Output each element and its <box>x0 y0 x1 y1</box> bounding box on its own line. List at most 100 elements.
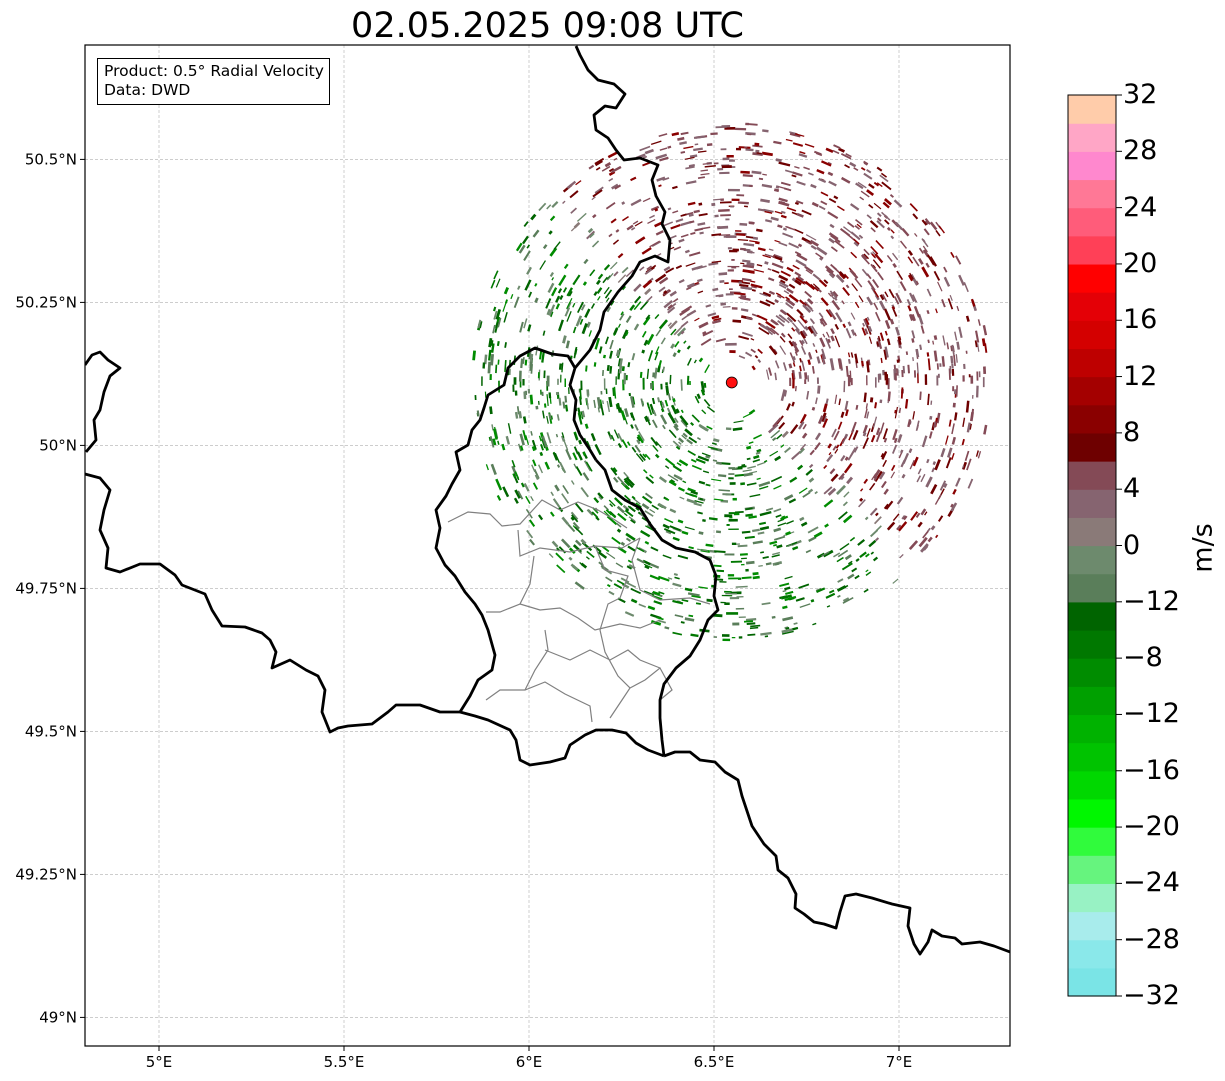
echo-gate <box>514 390 518 396</box>
echo-gate <box>735 147 742 151</box>
echo-gate <box>803 338 808 345</box>
echo-gate <box>551 201 559 208</box>
echo-gate <box>494 321 499 333</box>
echo-gate <box>697 455 710 462</box>
echo-gate <box>886 254 893 262</box>
echo-gate <box>736 233 746 236</box>
echo-gate <box>606 583 611 588</box>
echo-gate <box>742 174 753 178</box>
echo-gate <box>757 359 762 363</box>
echo-gate <box>644 510 654 517</box>
echo-gate <box>965 350 968 354</box>
colorbar-bin <box>1068 432 1116 462</box>
echo-gate <box>930 400 933 405</box>
echo-gate <box>693 135 705 139</box>
echo-gate <box>814 432 822 441</box>
echo-gate <box>640 398 644 407</box>
echo-gate <box>866 428 871 437</box>
echo-gate <box>727 247 732 250</box>
echo-gate <box>873 181 880 187</box>
echo-gate <box>674 614 684 618</box>
echo-gate <box>682 480 687 484</box>
echo-gate <box>630 226 636 231</box>
echo-gate <box>718 294 724 298</box>
echo-gate <box>579 301 584 309</box>
colorbar-tick-label: 4 <box>1123 473 1141 505</box>
echo-gate <box>638 603 647 608</box>
echo-gate <box>622 216 629 222</box>
echo-gate <box>955 354 958 363</box>
echo-gate <box>764 635 769 638</box>
echo-gate <box>662 424 666 430</box>
echo-gate <box>835 274 845 284</box>
echo-gate <box>876 220 885 229</box>
echo-gate <box>775 185 780 189</box>
colorbar-tick-label: −12 <box>1123 585 1180 617</box>
echo-gate <box>807 326 814 334</box>
echo-gate <box>674 340 680 348</box>
echo-gate <box>731 266 737 269</box>
echo-gate <box>893 437 898 444</box>
echo-gate <box>844 400 849 411</box>
echo-gate <box>830 295 835 300</box>
colorbar-tick-label: −28 <box>1123 923 1180 955</box>
echo-gate <box>920 325 925 334</box>
echo-gate <box>936 363 939 370</box>
echo-gate <box>703 398 711 407</box>
colorbar-bin <box>1068 911 1116 941</box>
echo-gate <box>966 422 971 433</box>
echo-gate <box>782 362 788 372</box>
echo-gate <box>561 435 566 442</box>
echo-gate <box>778 161 791 167</box>
echo-gate <box>785 138 793 142</box>
echo-gate <box>782 227 787 231</box>
echo-gate <box>611 536 621 545</box>
echo-gate <box>642 316 651 326</box>
echo-gate <box>524 279 532 291</box>
echo-gate <box>807 526 819 534</box>
echo-gate <box>615 376 617 385</box>
echo-gate <box>855 558 860 562</box>
colorbar-tick-label: 12 <box>1123 360 1158 392</box>
echo-gate <box>768 290 776 296</box>
echo-gate <box>847 560 853 565</box>
echo-gate <box>705 455 711 459</box>
echo-gate <box>542 410 545 419</box>
echo-gate <box>720 302 727 306</box>
echo-gate <box>602 400 604 405</box>
echo-gate <box>915 348 920 358</box>
echo-gate <box>604 336 609 345</box>
echo-gate <box>568 547 576 554</box>
echo-gate <box>668 320 678 330</box>
echo-gate <box>698 212 708 217</box>
echo-gate <box>839 543 850 551</box>
echo-gate <box>929 221 938 231</box>
echo-gate <box>680 131 689 136</box>
echo-gate <box>784 595 797 602</box>
echo-gate <box>958 326 963 339</box>
echo-gate <box>607 150 619 159</box>
echo-gate <box>835 444 840 449</box>
echo-gate <box>837 421 843 430</box>
echo-gate <box>951 368 955 376</box>
echo-gate <box>543 403 547 408</box>
echo-gate <box>951 452 955 460</box>
echo-gate <box>564 378 567 388</box>
echo-gate <box>849 536 856 542</box>
echo-gate <box>698 480 706 485</box>
echo-gate <box>695 602 702 605</box>
echo-gate <box>691 464 702 471</box>
echo-gate <box>581 323 588 335</box>
echo-gate <box>630 198 642 207</box>
echo-gate <box>942 335 946 346</box>
echo-gate <box>812 283 820 290</box>
echo-gate <box>565 448 572 461</box>
echo-gate <box>869 220 879 229</box>
echo-gate <box>824 265 834 274</box>
echo-gate <box>606 272 614 281</box>
echo-gate <box>762 556 769 559</box>
echo-gate <box>630 396 635 408</box>
echo-gate <box>831 428 837 438</box>
echo-gate <box>896 359 900 363</box>
echo-gate <box>804 325 809 331</box>
